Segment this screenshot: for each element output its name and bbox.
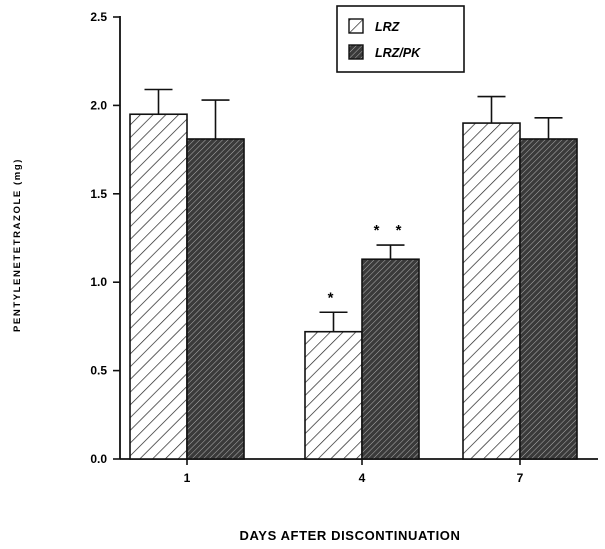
bar-lrz-pk [519,138,578,460]
significance-marker: * * [374,222,408,239]
bar-lrz [129,113,188,460]
legend-box [336,5,465,73]
y-tick-label: 1.0 [90,275,107,289]
bar-lrz-pk [361,258,420,460]
bar-lrz [462,122,521,460]
bar-lrz [304,330,363,460]
legend-label: LRZ [375,20,401,34]
legend-label: LRZ/PK [375,46,421,60]
x-tick-label: 4 [359,471,366,485]
y-tick-label: 0.0 [90,452,107,466]
bar-lrz-pk [186,138,245,460]
y-tick-label: 0.5 [90,364,107,378]
x-axis-label: DAYS AFTER DISCONTINUATION [240,528,461,543]
legend-swatch [348,18,364,34]
legend-swatch [348,44,364,60]
x-tick-label: 7 [517,471,524,485]
y-tick-label: 2.5 [90,10,107,24]
y-tick-label: 2.0 [90,98,107,112]
x-tick-label: 1 [184,471,191,485]
y-tick-label: 1.5 [90,187,107,201]
significance-marker: * [328,289,340,306]
y-axis-label: PENTYLENETETRAZOLE (mg) [12,158,23,332]
